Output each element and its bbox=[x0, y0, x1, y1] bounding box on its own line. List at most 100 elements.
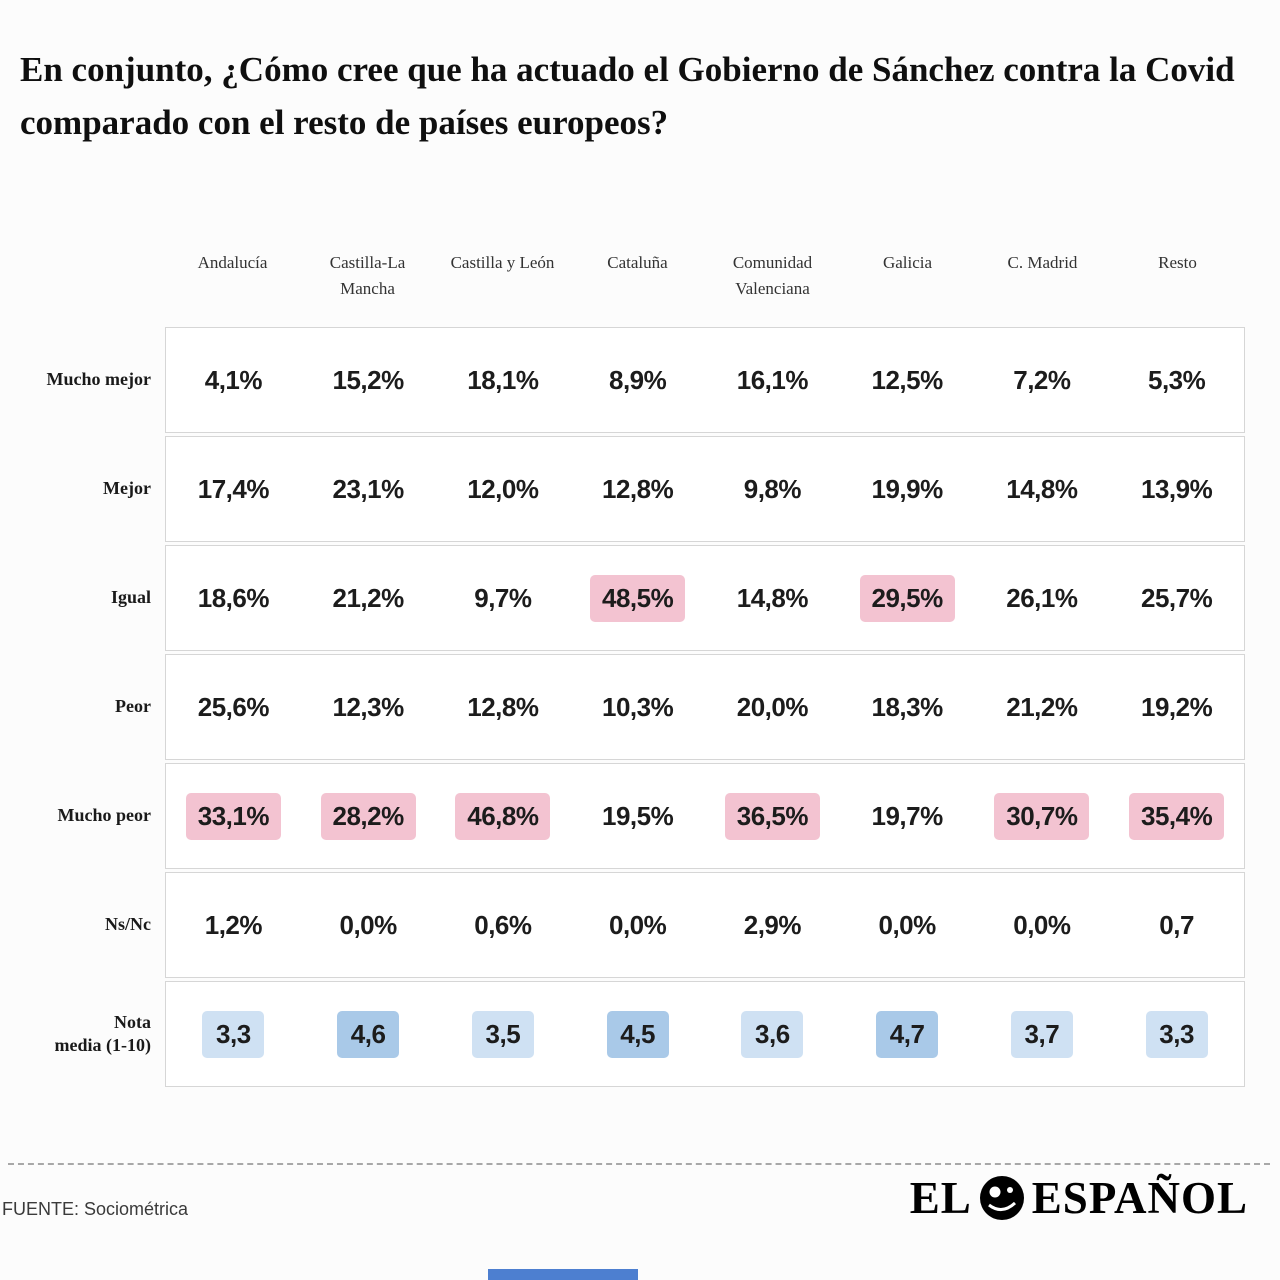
cell-value: 12,3% bbox=[332, 691, 405, 722]
table-cell: 23,1% bbox=[301, 437, 436, 541]
table-cell: 0,0% bbox=[840, 873, 975, 977]
cell-value: 9,7% bbox=[474, 582, 532, 613]
source-label: FUENTE: Sociométrica bbox=[2, 1198, 189, 1219]
cell-value: 48,5% bbox=[590, 574, 686, 622]
row-label: Mucho mejor bbox=[46, 369, 151, 390]
cell-value: 14,8% bbox=[1006, 473, 1078, 504]
cell-value: 21,2% bbox=[332, 582, 405, 613]
table-cell: 0,0% bbox=[301, 873, 436, 977]
cell-value: 18,3% bbox=[871, 691, 944, 722]
cell-value: 7,2% bbox=[1013, 364, 1071, 395]
table-cell: 3,6 bbox=[705, 982, 840, 1086]
cell-value: 18,6% bbox=[197, 582, 270, 613]
table-cell: 18,3% bbox=[840, 655, 975, 759]
table-cell: 25,7% bbox=[1109, 546, 1244, 650]
cell-value: 12,5% bbox=[871, 364, 944, 395]
table-cell: 14,8% bbox=[975, 437, 1110, 541]
table-cell: 19,7% bbox=[840, 764, 975, 868]
table-cell: 3,5 bbox=[436, 982, 571, 1086]
row-box: 3,3 4,6 3,5 4,5 3,6 4,7 3,7 3,3 bbox=[165, 981, 1245, 1087]
column-header: C. Madrid bbox=[1007, 253, 1078, 272]
cell-value: 18,1% bbox=[467, 364, 539, 395]
cell-value: 15,2% bbox=[332, 364, 405, 395]
row-box: 25,6% 12,3% 12,8% 10,3% 20,0% 18,3% 21,2% 19,2% bbox=[165, 654, 1245, 760]
cell-value: 1,2% bbox=[204, 909, 263, 940]
cell-value: 19,9% bbox=[871, 473, 944, 504]
row-label: Ns/Nc bbox=[105, 914, 151, 935]
cell-value: 23,1% bbox=[332, 473, 405, 504]
row-box: 17,4% 23,1% 12,0% 12,8% 9,8% 19,9% 14,8% 13,9% bbox=[165, 436, 1245, 542]
table-cell: 20,0% bbox=[705, 655, 840, 759]
cell-value: 16,1% bbox=[736, 364, 809, 395]
column-headers: Andalucía Castilla-La Mancha Castilla y Le… bbox=[165, 250, 1245, 301]
cell-value: 0,0% bbox=[608, 909, 667, 940]
cell-value: 19,7% bbox=[871, 800, 944, 831]
table-cell: 4,7 bbox=[840, 982, 975, 1086]
table-cell: 15,2% bbox=[301, 328, 436, 432]
cell-value: 3,6 bbox=[741, 1010, 804, 1058]
table-header-row: Andalucía Castilla-La Mancha Castilla y Le… bbox=[0, 250, 1245, 301]
row-label: Mejor bbox=[103, 478, 151, 499]
table-cell: 5,3% bbox=[1109, 328, 1244, 432]
table-cell: 21,2% bbox=[301, 546, 436, 650]
table-cell: 14,8% bbox=[705, 546, 840, 650]
row-box: 1,2% 0,0% 0,6% 0,0% 2,9% 0,0% 0,0% 0,7 bbox=[165, 872, 1245, 978]
table-cell: 17,4% bbox=[166, 437, 301, 541]
table-cell: 0,0% bbox=[975, 873, 1110, 977]
column-header: Castilla-La Mancha bbox=[329, 253, 406, 298]
column-header: Castilla y León bbox=[450, 253, 555, 272]
table-cell: 36,5% bbox=[705, 764, 840, 868]
table-cell: 4,5 bbox=[570, 982, 705, 1086]
table-cell: 35,4% bbox=[1109, 764, 1244, 868]
cell-value: 14,8% bbox=[736, 582, 809, 613]
table-cell: 0,6% bbox=[436, 873, 571, 977]
row-box: 18,6% 21,2% 9,7% 48,5% 14,8% 29,5% 26,1% 25,7% bbox=[165, 545, 1245, 651]
row-label: Igual bbox=[110, 587, 151, 608]
table-cell: 4,6 bbox=[301, 982, 436, 1086]
table-cell: 13,9% bbox=[1109, 437, 1244, 541]
cell-value: 33,1% bbox=[185, 792, 281, 840]
table-cell: 2,9% bbox=[705, 873, 840, 977]
table-row: Peor 25,6% 12,3% 12,8% 10,3% 20,0% 18,3% 21,2% 1… bbox=[0, 654, 1245, 760]
row-label: Mucho peor bbox=[57, 805, 152, 826]
table-cell: 0,7 bbox=[1109, 873, 1244, 977]
cell-value: 29,5% bbox=[859, 574, 955, 622]
table-cell: 12,0% bbox=[436, 437, 571, 541]
brand-text-espanol: ESPAÑOL bbox=[1031, 1173, 1248, 1223]
table-cell: 18,1% bbox=[436, 328, 571, 432]
cell-value: 0,0% bbox=[878, 909, 936, 940]
table-cell: 0,0% bbox=[570, 873, 705, 977]
table-cell: 3,3 bbox=[1109, 982, 1244, 1086]
table-cell: 12,8% bbox=[570, 437, 705, 541]
cell-value: 4,5 bbox=[606, 1010, 669, 1058]
table-cell: 25,6% bbox=[166, 655, 301, 759]
cell-value: 4,6 bbox=[337, 1010, 400, 1058]
table-cell: 12,8% bbox=[436, 655, 571, 759]
cell-value: 12,0% bbox=[467, 473, 539, 504]
cell-value: 26,1% bbox=[1006, 582, 1078, 613]
table-cell: 46,8% bbox=[436, 764, 571, 868]
cell-value: 10,3% bbox=[602, 691, 674, 722]
table-cell: 21,2% bbox=[975, 655, 1110, 759]
row-label: Nota media (1-10) bbox=[54, 1011, 151, 1055]
cell-value: 3,3 bbox=[202, 1010, 265, 1058]
table-row: Nota media (1-10) 3,3 4,6 3,5 4,5 3,6 4,7 3,7 3,… bbox=[0, 981, 1245, 1087]
cell-value: 2,9% bbox=[743, 909, 802, 940]
column-header: Comunidad Valenciana bbox=[732, 253, 813, 298]
cell-value: 28,2% bbox=[320, 792, 416, 840]
cell-value: 0,7 bbox=[1159, 909, 1194, 940]
cell-value: 8,9% bbox=[608, 364, 667, 395]
footer: FUENTE: Sociométrica EL ESPAÑOL bbox=[0, 1172, 1280, 1224]
brand-text-el: EL bbox=[909, 1173, 972, 1223]
cell-value: 25,6% bbox=[197, 691, 270, 722]
cell-value: 19,5% bbox=[602, 800, 674, 831]
table-row: Mucho peor 33,1% 28,2% 46,8% 19,5% 36,5% 19,7%… bbox=[0, 763, 1245, 869]
table-cell: 19,2% bbox=[1109, 655, 1244, 759]
row-label: Peor bbox=[115, 696, 151, 717]
table-cell: 3,3 bbox=[166, 982, 301, 1086]
brand-globe-icon bbox=[979, 1175, 1025, 1221]
cell-value: 5,3% bbox=[1147, 364, 1206, 395]
table-cell: 7,2% bbox=[975, 328, 1110, 432]
table-cell: 48,5% bbox=[570, 546, 705, 650]
